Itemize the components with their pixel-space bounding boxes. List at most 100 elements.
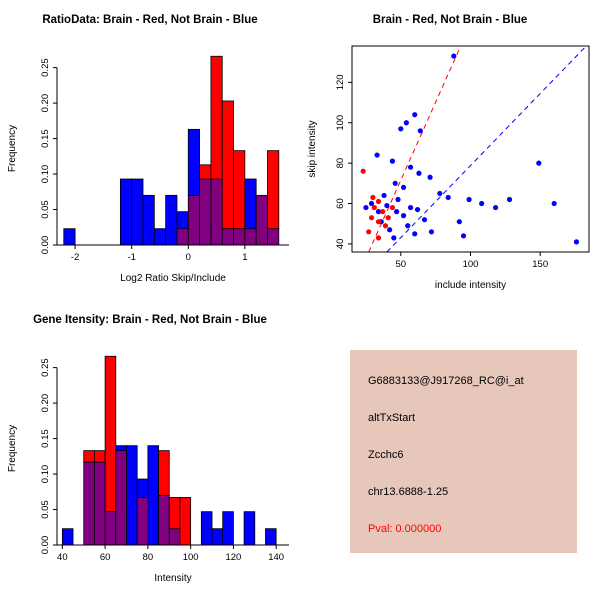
y-tick-label: 40 — [335, 239, 346, 250]
ratio-histogram-plot-area: -2 -1 0 1 0.00 0.05 0.10 0.15 0.20 0.25 Log2 Ratio… — [7, 55, 289, 284]
scatter-point-red — [375, 235, 382, 241]
scatter-point-blue — [506, 196, 513, 203]
gene-intensity-plot-area: 40 60 80 100 120 140 0.00 0.05 0.10 0.15 0.20 0.25 I… — [7, 355, 289, 584]
y-tick-label: 80 — [335, 158, 346, 169]
scatter-point-blue — [412, 231, 418, 237]
hist-bar-red — [267, 150, 280, 230]
scatter-point-blue — [573, 239, 580, 245]
gene-symbol-text: Zcchc6 — [368, 449, 404, 461]
scatter-point-blue — [536, 160, 542, 166]
scatter-point-blue — [403, 120, 409, 126]
hist-bar-blue — [63, 228, 76, 246]
x-tick-label: 150 — [532, 259, 548, 270]
scatter-point-blue — [407, 164, 414, 170]
scatter-point-blue — [451, 53, 457, 59]
scatter-point-red — [366, 229, 372, 235]
hist-bar-red — [221, 100, 234, 230]
hist-bar-blue — [200, 511, 213, 546]
scatter-point-red — [375, 198, 382, 205]
y-tick-label: 100 — [335, 115, 346, 131]
scatter-point-blue — [445, 194, 451, 201]
scatter-point-blue — [389, 158, 396, 164]
hist-bar-red — [83, 450, 95, 463]
x-tick-label: 140 — [268, 552, 284, 563]
hist-bar-blue — [136, 478, 149, 498]
scatter-point-blue — [421, 217, 428, 223]
ratio-histogram-title: RatioData: Brain - Red, Not Brain - Blue — [42, 14, 257, 26]
hist-bar-red — [233, 150, 246, 230]
hist-bar-blue — [147, 445, 159, 546]
hist-bar-red — [104, 355, 117, 513]
hist-bar-overlap — [94, 461, 106, 546]
hist-bar-blue — [131, 178, 144, 246]
x-axis-label: Log2 Ratio Skip/Include — [120, 273, 226, 284]
scatter-point-red — [382, 223, 389, 229]
scatter-point-blue — [414, 206, 421, 213]
hist-bar-overlap — [83, 461, 95, 546]
scatter-point-blue — [417, 128, 423, 134]
y-tick-label: 0.00 — [40, 536, 51, 555]
x-tick-label: -2 — [71, 252, 79, 263]
y-tick-label: 0.10 — [40, 465, 51, 484]
hist-bar-overlap — [115, 450, 127, 546]
y-tick-label: 0.20 — [40, 394, 51, 413]
hist-bar-red — [210, 55, 223, 180]
scatter-point-blue — [427, 174, 433, 180]
hist-bar-overlap — [199, 178, 212, 246]
hist-bar-blue — [244, 178, 257, 230]
hist-bar-blue — [243, 511, 256, 546]
scatter-point-blue — [479, 200, 485, 207]
scatter-point-red — [368, 215, 375, 221]
x-tick-label: 100 — [463, 259, 479, 270]
hist-bar-overlap — [255, 194, 268, 246]
hist-bar-blue — [126, 445, 138, 546]
hist-bar-red — [179, 497, 192, 546]
scatter-point-blue — [391, 235, 397, 241]
hist-bar-overlap — [267, 228, 280, 246]
scatter-point-blue — [400, 184, 407, 190]
gene-intensity-histogram-chart: Gene Itensity: Brain - Red, Not Brain - … — [7, 314, 289, 584]
scatter-point-blue — [407, 204, 414, 211]
hist-bar-blue — [142, 194, 155, 246]
scatter-point-red — [375, 219, 382, 225]
x-tick-label: 120 — [225, 552, 241, 563]
scatter-point-blue — [368, 200, 375, 207]
intensity-scatter-chart: Brain - Red, Not Brain - Blue 50 100 150 40… — [307, 14, 590, 291]
scatter-point-blue — [375, 209, 382, 215]
x-tick-label: 1 — [242, 252, 247, 263]
y-axis-label: Frequency — [7, 425, 18, 472]
y-tick-label: 0.25 — [40, 358, 51, 377]
plot-box-border — [351, 45, 590, 253]
gene-info-panel: G6883133@J917268_RC@i_at altTxStart Zcch… — [300, 300, 600, 600]
ratio-histogram-chart: RatioData: Brain - Red, Not Brain - Blue… — [7, 14, 289, 284]
hist-bar-overlap — [187, 194, 200, 246]
scatter-point-red — [370, 194, 376, 201]
pval-text: Pval: 0.000000 — [368, 523, 442, 535]
scatter-point-blue — [392, 180, 398, 186]
hist-bar-red — [168, 497, 181, 530]
hist-bar-overlap — [221, 228, 234, 246]
y-tick-label: 0.15 — [40, 129, 51, 148]
x-tick-label: 0 — [186, 252, 191, 263]
x-tick-label: 50 — [396, 259, 407, 270]
scatter-point-blue — [381, 192, 387, 199]
intensity-scatter-plot-area: 50 100 150 40 60 80 100 120 include intensity ski… — [307, 45, 590, 291]
hist-bar-red — [94, 450, 106, 463]
y-tick-label: 0.05 — [40, 200, 51, 219]
event-type-text: altTxStart — [368, 412, 416, 424]
scatter-point-blue — [416, 170, 422, 176]
y-tick-label: 60 — [335, 198, 346, 209]
gene-intensity-panel: Gene Itensity: Brain - Red, Not Brain - … — [0, 300, 300, 600]
y-tick-label: 120 — [335, 74, 346, 90]
x-axis-label: Intensity — [154, 573, 191, 584]
y-axis-label: skip intensity — [307, 120, 318, 177]
scatter-point-blue — [551, 200, 557, 207]
hist-bar-blue — [61, 528, 74, 546]
hist-bar-overlap — [136, 497, 149, 546]
scatter-point-red — [360, 168, 366, 174]
scatter-point-blue — [492, 204, 499, 211]
scatter-point-blue — [394, 209, 400, 215]
hist-bar-blue — [165, 194, 178, 246]
scatter-point-blue — [456, 219, 462, 225]
ratio-histogram-panel: RatioData: Brain - Red, Not Brain - Blue… — [0, 0, 300, 300]
